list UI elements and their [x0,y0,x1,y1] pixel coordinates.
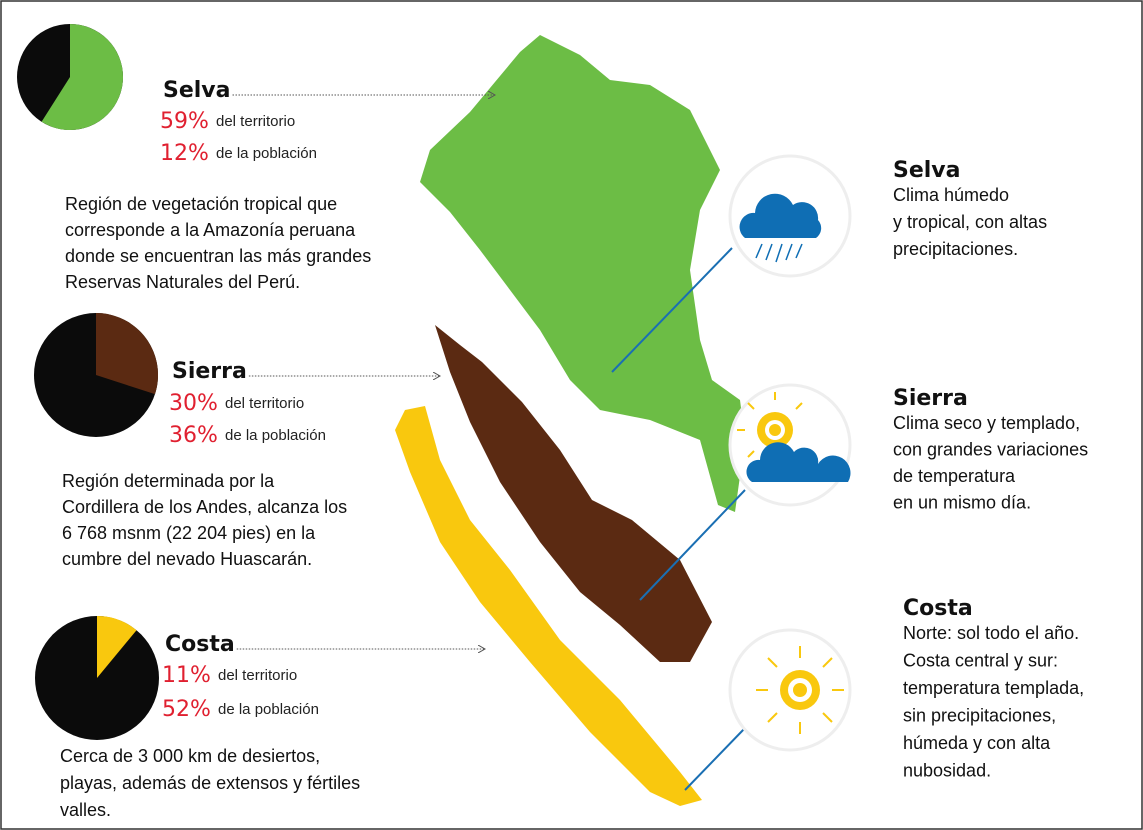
climate-text: con grandes variaciones [893,440,1088,460]
climate-text: nubosidad. [903,761,991,781]
pie-slice [96,313,158,395]
pie-slice [41,24,123,130]
territory-percent: 59% [160,109,209,134]
region-name: Sierra [172,359,247,384]
population-percent: 52% [162,697,211,722]
climate-text: Clima seco y templado, [893,413,1080,433]
region-name: Selva [163,78,231,103]
climate-text: temperatura templada, [903,678,1084,698]
icon-sun [728,628,852,752]
region-description: Región de vegetación tropical que [65,194,337,214]
population-percent: 12% [160,141,209,166]
climate-name: Sierra [893,386,968,411]
population-text: de la población [216,145,317,162]
region-description: corresponde a la Amazonía peruana [65,220,356,240]
region-description: Cerca de 3 000 km de desiertos, [60,746,320,766]
climate-text: Costa central y sur: [903,651,1058,671]
connector [639,489,746,601]
territory-text: del territorio [218,667,297,684]
territory-text: del territorio [216,113,295,130]
population-percent: 36% [169,423,218,448]
population-text: de la población [218,701,319,718]
region-description: donde se encuentran las más grandes [65,246,371,266]
map-costa [395,406,702,806]
territory-percent: 30% [169,391,218,416]
region-description: 6 768 msnm (22 204 pies) en la [62,523,316,543]
map-sierra [435,325,712,662]
climate-text: húmeda y con alta [903,733,1051,753]
climate-text: de temperatura [893,466,1016,486]
icon-sun-cloud [728,383,852,507]
climate-text: sin precipitaciones, [903,706,1056,726]
climate-name: Selva [893,158,961,183]
pie-slice [97,616,137,678]
climate-text: precipitaciones. [893,239,1018,259]
climate-text: y tropical, con altas [893,212,1047,232]
region-description: Región determinada por la [62,471,275,491]
region-description: Cordillera de los Andes, alcanza los [62,497,347,517]
region-description: cumbre del nevado Huascarán. [62,549,312,569]
climate-text: Norte: sol todo el año. [903,623,1079,643]
map-selva [420,35,745,512]
climate-name: Costa [903,596,973,621]
region-description: playas, además de extensos y fértiles [60,773,360,793]
region-name: Costa [165,632,235,657]
region-description: Reservas Naturales del Perú. [65,272,300,292]
connector [611,247,733,373]
climate-text: en un mismo día. [893,493,1031,513]
climate-text: Clima húmedo [893,185,1009,205]
territory-text: del territorio [225,395,304,412]
territory-percent: 11% [162,663,211,688]
region-description: valles. [60,800,111,820]
connector [684,727,746,791]
population-text: de la población [225,427,326,444]
icon-rain [728,154,852,278]
